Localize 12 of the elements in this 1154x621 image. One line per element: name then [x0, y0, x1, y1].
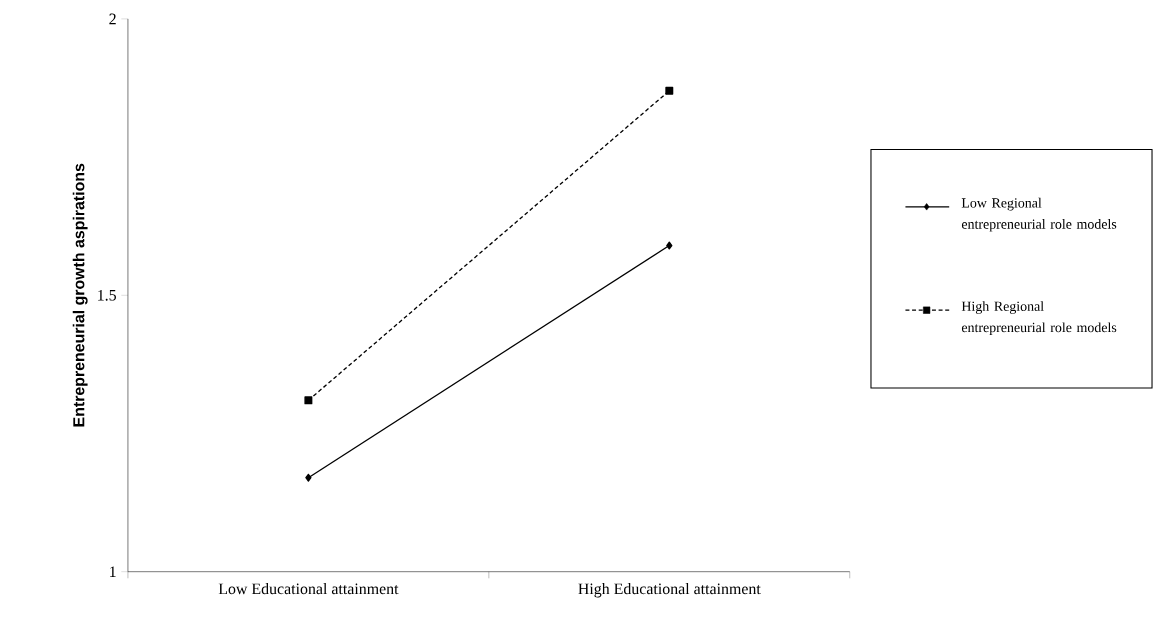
point: [666, 241, 673, 250]
point: [305, 473, 312, 482]
legend-label: High Regional entrepreneurial role models: [961, 301, 1117, 335]
legend-label: Low Regional entrepreneurial role models: [961, 197, 1117, 232]
y-tick-label: 2: [109, 13, 116, 24]
point: [304, 396, 313, 405]
y-axis-title: Entrepreneurial growth aspirations: [72, 163, 88, 427]
y-tick-label: 1: [110, 566, 116, 577]
point: [665, 86, 674, 95]
y-tick-label: 1.5: [98, 289, 116, 301]
x-tick-label: Low Educational attainment: [218, 582, 399, 594]
x-tick-label: High Educational attainment: [578, 582, 761, 598]
